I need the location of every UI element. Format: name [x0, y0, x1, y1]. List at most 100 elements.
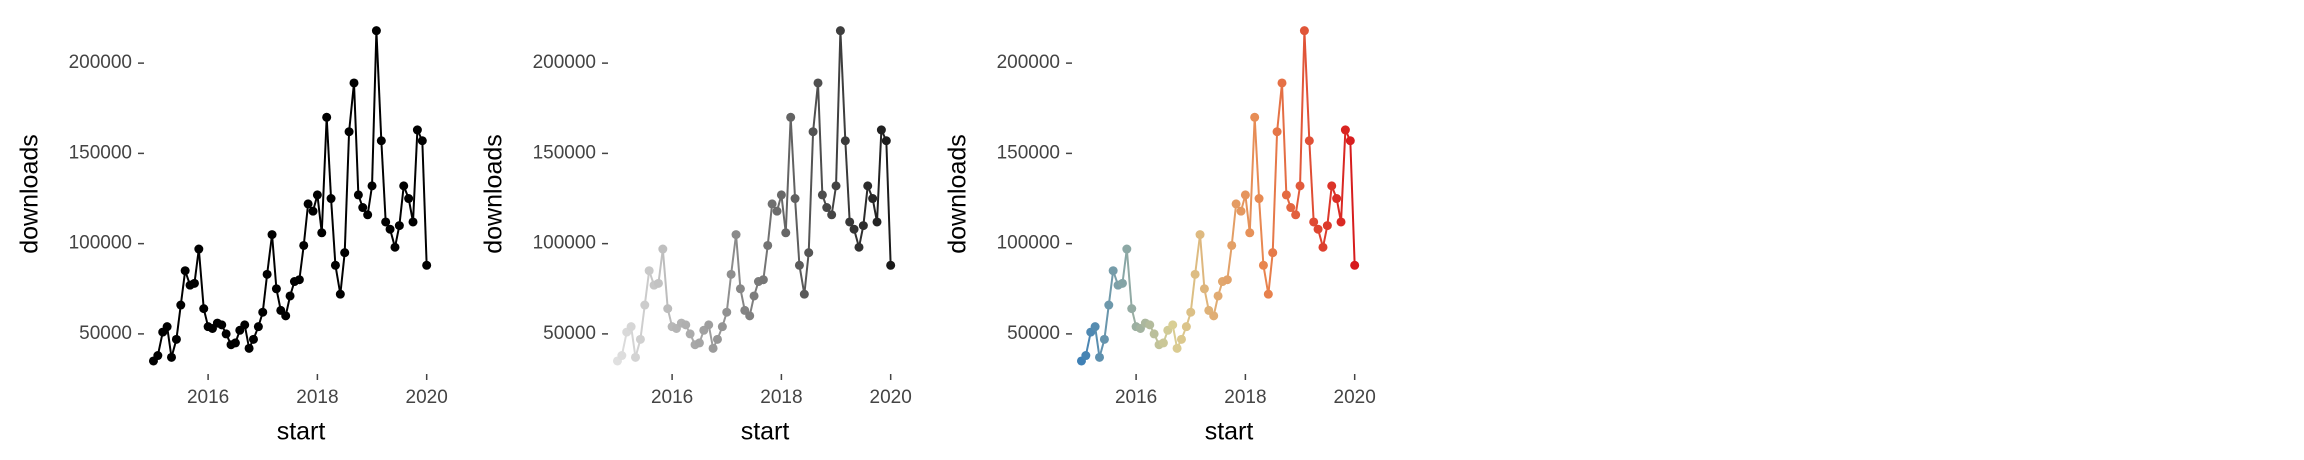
point	[758, 275, 768, 285]
point	[1272, 127, 1282, 137]
y-tick-label: 150000	[69, 142, 132, 163]
point	[394, 221, 404, 231]
line-segment	[807, 131, 815, 253]
point	[1332, 194, 1342, 204]
point	[303, 199, 313, 209]
line-segment	[835, 30, 842, 186]
point	[822, 203, 832, 213]
line-segment	[330, 198, 337, 266]
point	[1336, 217, 1346, 227]
line-segment	[193, 248, 200, 284]
point	[253, 322, 263, 332]
x-tick-label: 2020	[870, 387, 912, 408]
point	[322, 112, 332, 122]
point	[694, 338, 704, 348]
point	[285, 291, 295, 301]
line-segment	[366, 185, 374, 215]
point	[422, 260, 432, 270]
point	[1304, 136, 1314, 146]
point	[330, 260, 340, 270]
line-segment	[1253, 117, 1261, 199]
point	[1117, 278, 1127, 288]
point	[817, 190, 827, 200]
point	[1195, 230, 1205, 240]
line-segment	[412, 129, 419, 223]
point	[166, 352, 176, 362]
point	[1222, 275, 1232, 285]
line-segment	[657, 248, 664, 284]
point	[630, 352, 640, 362]
point	[1108, 266, 1118, 276]
point	[189, 278, 199, 288]
point	[367, 181, 377, 191]
point	[335, 289, 345, 299]
point	[1090, 322, 1100, 332]
point	[1322, 221, 1332, 231]
line-segment	[1276, 82, 1283, 132]
y-tick-label: 150000	[533, 142, 596, 163]
line-segment	[876, 129, 883, 223]
point	[390, 242, 400, 252]
y-tick-label: 200000	[69, 52, 132, 73]
point	[804, 248, 814, 258]
point	[1340, 125, 1350, 135]
line-segment	[398, 185, 405, 226]
line-segment	[266, 234, 274, 275]
y-tick-label: 200000	[997, 52, 1060, 73]
line-segment	[1299, 30, 1306, 186]
point	[835, 26, 845, 36]
point	[840, 136, 850, 146]
point	[371, 26, 381, 36]
point	[326, 194, 336, 204]
line-segment	[339, 252, 346, 295]
point	[1172, 343, 1182, 353]
point	[267, 230, 277, 240]
line-segment	[325, 117, 333, 199]
point	[854, 242, 864, 252]
x-tick-label: 2018	[760, 387, 802, 408]
line-segment	[375, 30, 383, 141]
line-segment	[1121, 248, 1128, 284]
point	[653, 278, 663, 288]
point	[317, 228, 327, 238]
point	[1122, 244, 1132, 254]
point	[1309, 217, 1319, 227]
x-tick-label: 2018	[296, 387, 338, 408]
point	[349, 78, 359, 88]
point	[217, 320, 227, 330]
line-segment	[1125, 248, 1133, 309]
point	[640, 300, 650, 310]
line-segment	[353, 82, 360, 195]
point	[726, 269, 736, 279]
x-tick-label: 2020	[406, 387, 448, 408]
line-segment	[1326, 185, 1333, 226]
line-segment	[885, 140, 892, 266]
point	[353, 190, 363, 200]
point	[781, 228, 791, 238]
line-segment	[1271, 131, 1279, 253]
line-segment	[1194, 234, 1202, 275]
point	[1268, 248, 1278, 258]
line-segment	[735, 234, 742, 289]
line-segment	[1230, 203, 1238, 246]
point	[171, 334, 181, 344]
point	[712, 334, 722, 344]
point	[258, 307, 268, 317]
line-segment	[320, 117, 328, 233]
point	[1245, 228, 1255, 238]
point	[635, 334, 645, 344]
point	[808, 127, 818, 137]
point	[230, 338, 240, 348]
point	[312, 190, 322, 200]
panel: 50000 100000 150000 200000 2016 2018 2020 start…	[16, 26, 448, 446]
point	[749, 291, 759, 301]
panel: 50000 100000 150000 200000 2016 2018 2020 start…	[944, 26, 1376, 446]
point	[1081, 351, 1091, 361]
line-segment	[798, 265, 806, 295]
y-tick-label: 100000	[69, 233, 132, 254]
point	[1350, 260, 1360, 270]
point	[244, 343, 254, 353]
point	[1181, 322, 1191, 332]
point	[735, 284, 745, 294]
